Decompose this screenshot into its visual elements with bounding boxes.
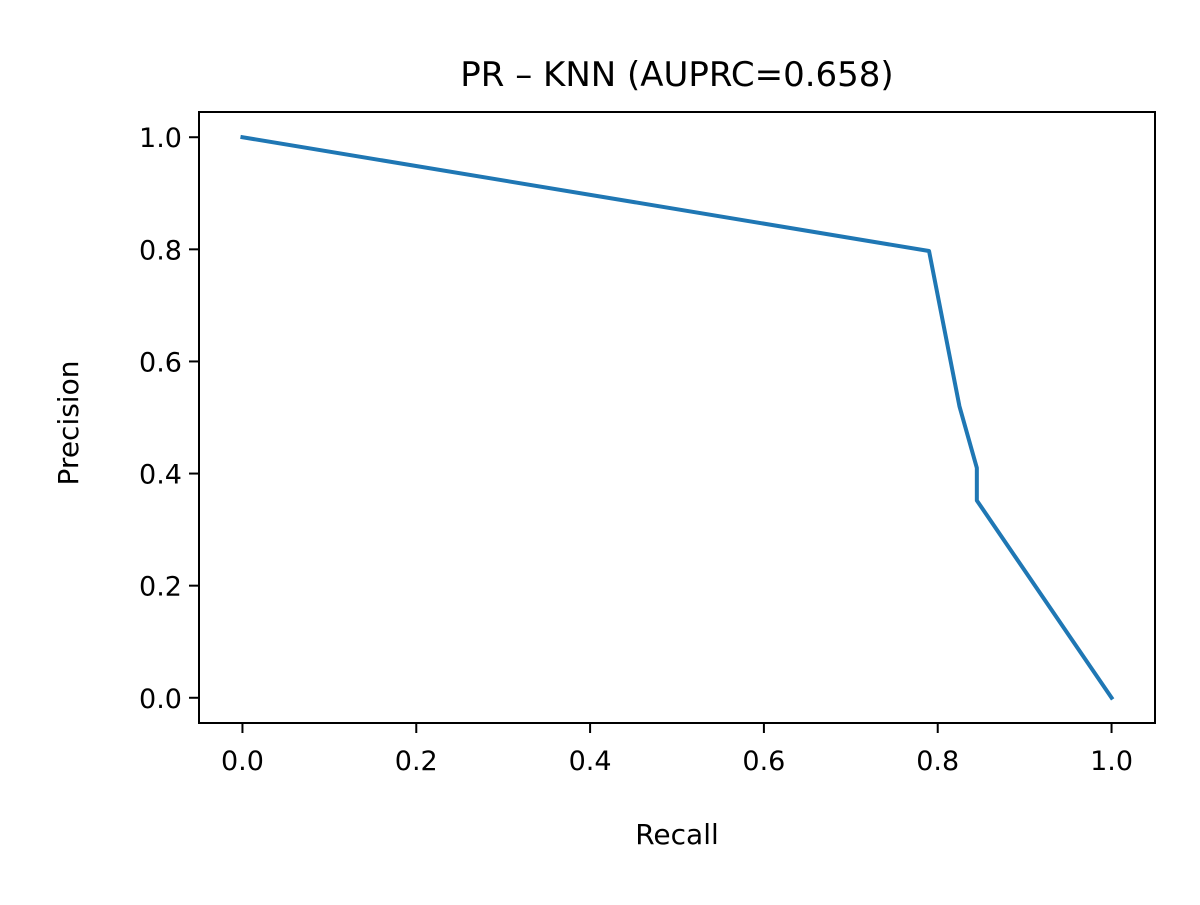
y-tick-label-4: 0.8 [139,235,182,266]
x-tick-label-2: 0.4 [569,746,612,777]
y-tick-label-2: 0.4 [139,460,182,491]
plot-area: 0.0 0.2 0.4 0.6 0.8 1.0 0.0 0.2 0.4 0.6 0.8 1.0 [139,111,1156,777]
x-axis-label: Recall [635,818,719,851]
y-tick-label-0: 0.0 [139,684,182,715]
axes-frame [198,111,1156,724]
chart-title: PR – KNN (AUPRC=0.658) [460,55,893,95]
series-line-0 [240,134,1115,701]
x-tick-label-0: 0.0 [221,746,264,777]
x-tick-label-5: 1.0 [1090,746,1133,777]
x-tick-label-4: 0.8 [916,746,959,777]
y-tick-label-3: 0.6 [139,347,182,378]
x-tick-label-1: 0.2 [395,746,438,777]
x-tick-label-3: 0.6 [742,746,785,777]
y-axis-label: Precision [52,361,85,486]
y-tick-label-1: 0.2 [139,572,182,603]
y-tick-label-5: 1.0 [139,123,182,154]
